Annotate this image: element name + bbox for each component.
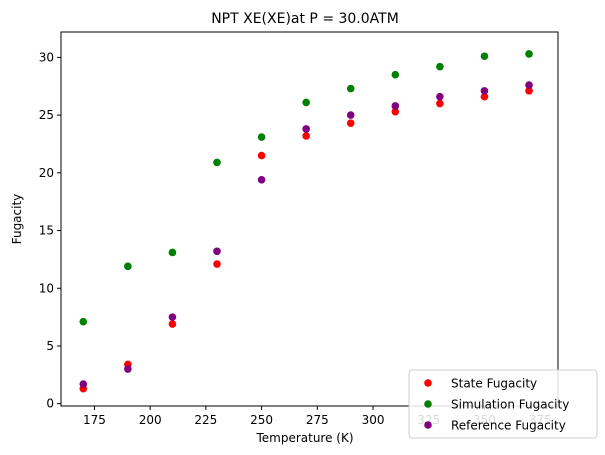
legend-label: Simulation Fugacity — [451, 398, 569, 412]
data-point — [124, 262, 132, 271]
x-tick-label: 175 — [83, 413, 106, 427]
data-point — [257, 133, 266, 141]
y-tick-label: 20 — [39, 166, 54, 180]
x-tick-label: 225 — [194, 413, 217, 427]
y-tick-label: 0 — [46, 397, 54, 411]
data-point — [213, 247, 221, 256]
data-point — [124, 365, 132, 373]
data-point — [213, 260, 221, 268]
x-tick-label: 275 — [306, 413, 329, 427]
series-2 — [79, 81, 533, 388]
legend-label: State Fugacity — [451, 377, 537, 391]
legend-marker — [424, 379, 432, 387]
legend-frame — [408, 369, 598, 439]
legend-label: Reference Fugacity — [451, 419, 566, 433]
data-point — [168, 313, 177, 321]
data-point — [346, 111, 355, 119]
data-point — [391, 107, 400, 116]
data-point — [168, 320, 177, 328]
x-tick-label: 300 — [362, 413, 385, 427]
data-point — [302, 125, 310, 133]
plot-frame — [60, 31, 559, 407]
data-point — [302, 132, 310, 140]
data-point — [391, 102, 400, 110]
data-point — [257, 175, 266, 184]
chart-title: NPT XE(XE)at P = 30.0ATM — [211, 11, 399, 27]
data-point — [391, 70, 400, 79]
data-point — [525, 50, 533, 58]
legend-marker — [424, 421, 432, 429]
data-point — [302, 98, 310, 107]
data-point — [213, 158, 221, 167]
data-point — [346, 84, 355, 93]
data-point — [436, 62, 444, 71]
data-point — [79, 380, 88, 388]
y-axis-label: Fugacity — [10, 194, 24, 245]
data-point — [79, 317, 88, 326]
data-point — [346, 119, 355, 127]
y-tick-label: 5 — [46, 339, 54, 353]
data-point — [480, 92, 489, 101]
data-point — [436, 99, 444, 108]
data-point — [436, 92, 444, 101]
x-tick-label: 200 — [139, 413, 162, 427]
data-point — [257, 151, 266, 160]
data-point — [168, 248, 177, 257]
y-tick-label: 10 — [39, 281, 54, 295]
chart-legend: State Fugacity Simulation Fugacity Referen… — [408, 369, 598, 439]
series-1 — [79, 50, 533, 326]
x-axis-label: Temperature (K) — [255, 431, 353, 445]
data-point — [525, 87, 533, 95]
data-point — [480, 87, 489, 95]
data-point — [480, 52, 489, 61]
x-tick-label: 250 — [250, 413, 273, 427]
y-tick-label: 25 — [39, 108, 54, 122]
y-tick-label: 15 — [39, 224, 54, 238]
legend-marker — [424, 400, 432, 408]
y-tick-label: 30 — [39, 50, 54, 64]
data-point — [525, 81, 533, 89]
